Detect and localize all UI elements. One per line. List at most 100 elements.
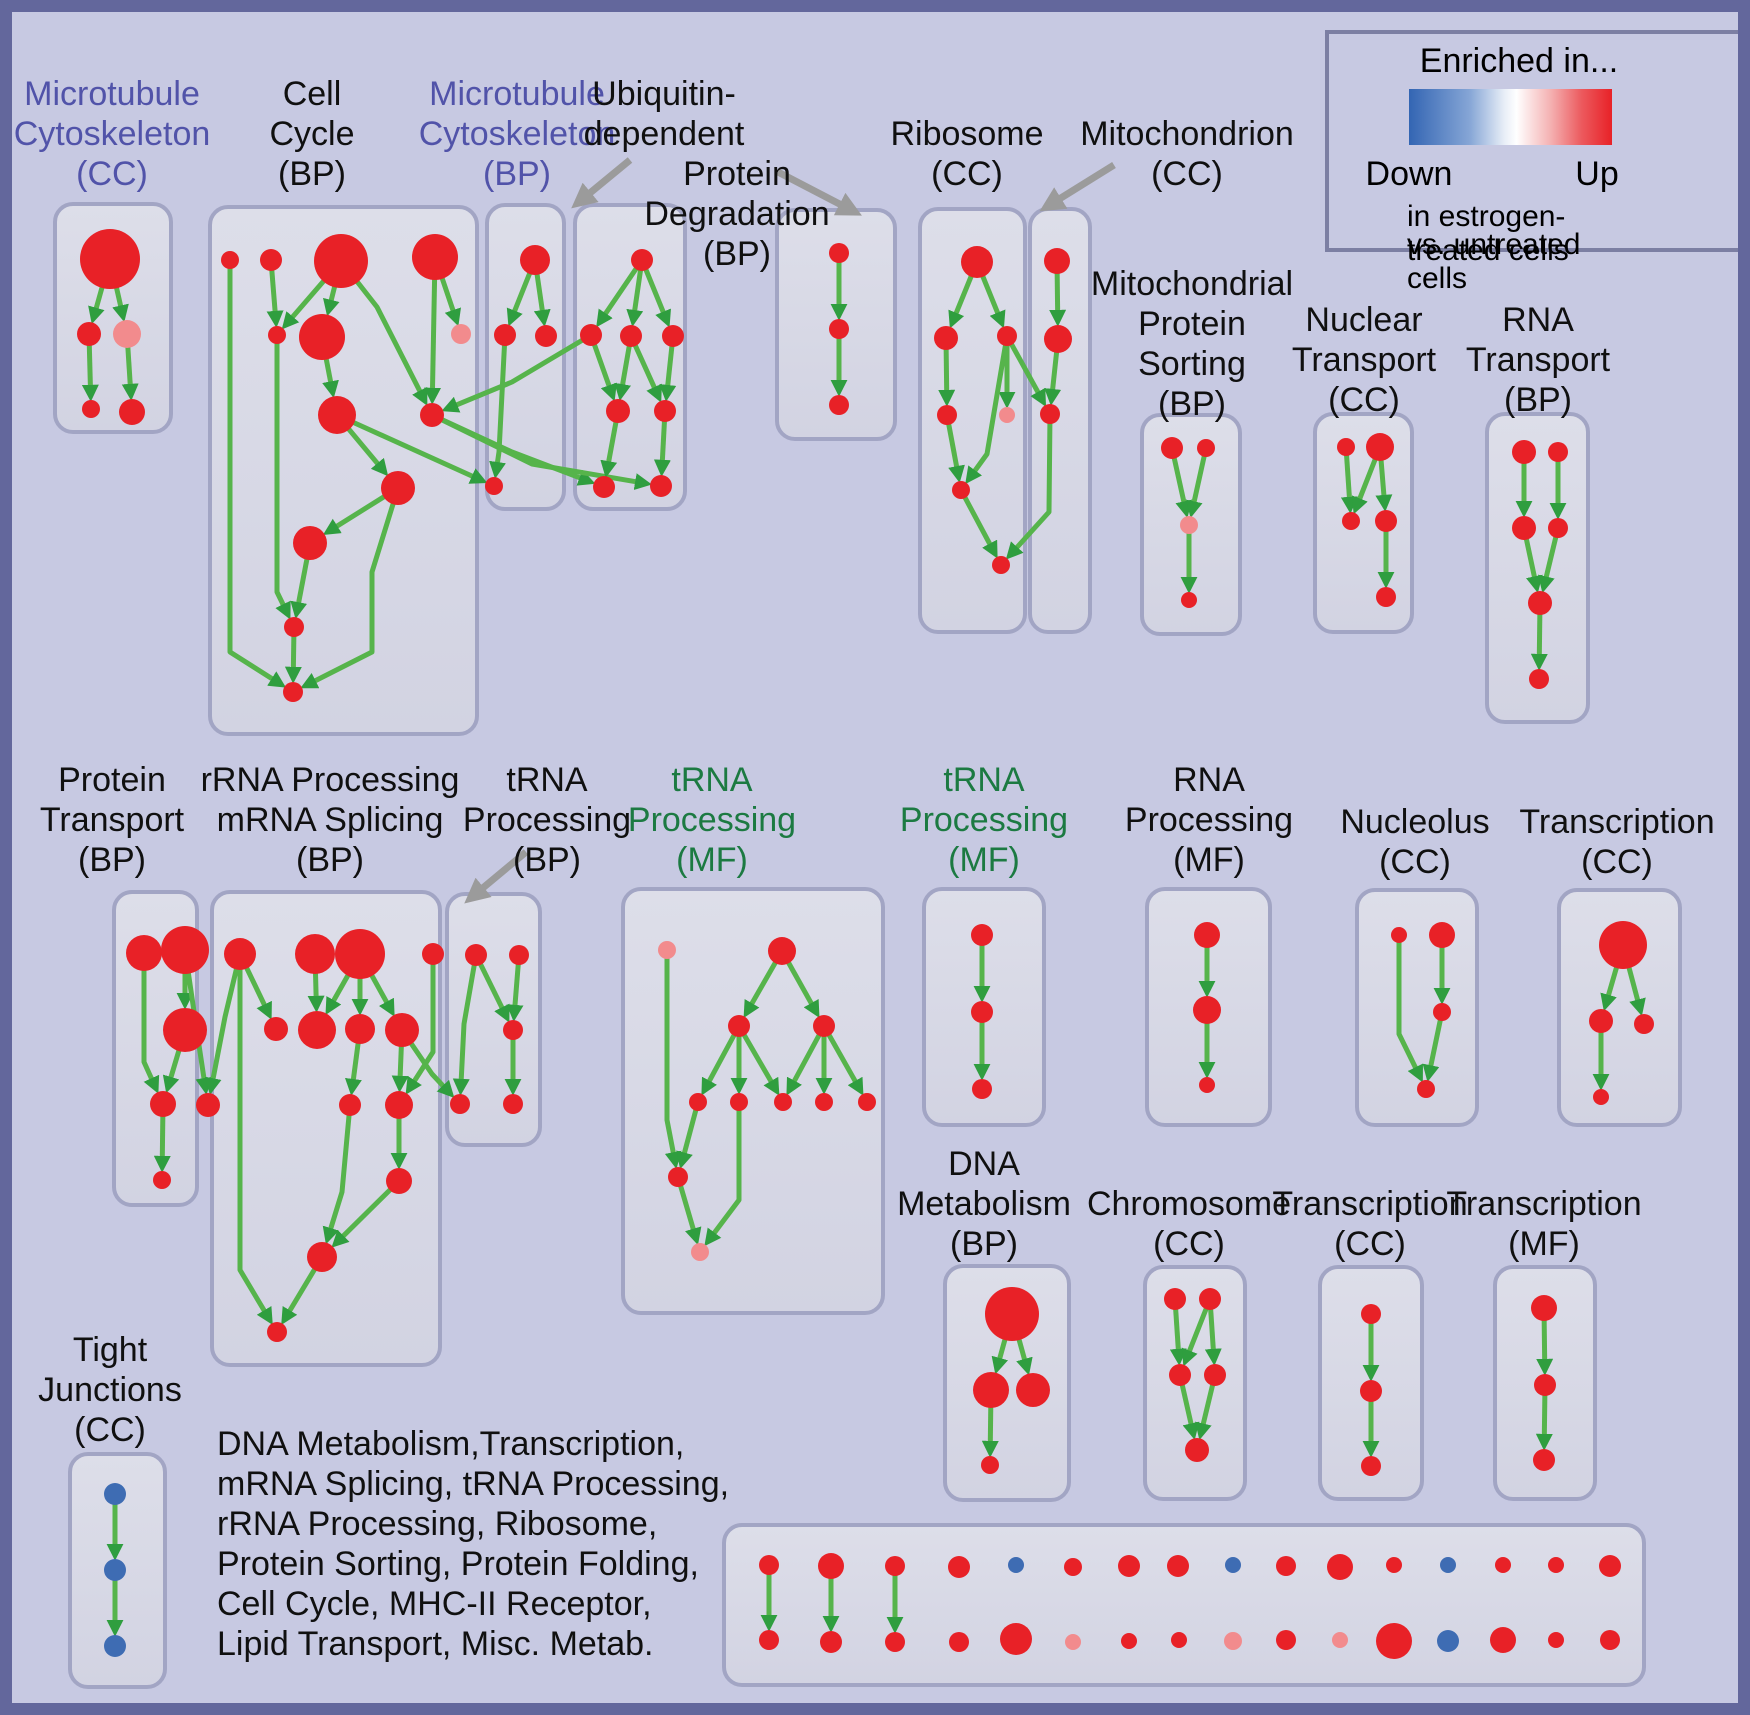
node-rna-transport-bp xyxy=(1548,518,1568,538)
node-chromosome-cc xyxy=(1185,1438,1209,1462)
node-cell-cycle-bp xyxy=(451,324,471,344)
mixed-terms-text: DNA Metabolism,Transcription, mRNA Splic… xyxy=(217,1424,729,1664)
label-line: Chromosome xyxy=(1086,1185,1292,1223)
node-mixed-terms xyxy=(1490,1627,1516,1653)
node-microtubule-cytoskeleton-bp xyxy=(494,324,516,346)
node-nuclear-transport-cc xyxy=(1342,512,1360,530)
label-nuclear-transport-cc: Nuclear Transport (CC) xyxy=(1292,300,1436,420)
label-line: Mitochondrial xyxy=(1090,265,1294,303)
node-trna-processing-mf-1 xyxy=(691,1243,709,1261)
node-transcription-cc-mid xyxy=(1634,1014,1654,1034)
node-rrna-processing-mrna-splicing-bp xyxy=(422,943,444,965)
node-transcription-cc-mid xyxy=(1593,1089,1609,1105)
node-mitochondrial-protein-sorting-bp xyxy=(1197,439,1215,457)
node-trna-processing-bp xyxy=(503,1094,523,1114)
node-ubiquitin-degradation-bp-1 xyxy=(662,325,684,347)
legend-title: Enriched in... xyxy=(1419,42,1619,80)
label-mitochondrion-cc: Mitochondrion (CC) xyxy=(1080,114,1294,194)
label-line: Protein xyxy=(58,761,166,799)
label-line: mRNA Splicing xyxy=(216,801,444,839)
node-microtubule-cytoskeleton-bp xyxy=(535,325,557,347)
node-rrna-processing-mrna-splicing-bp xyxy=(335,929,385,979)
node-rna-transport-bp xyxy=(1548,442,1568,462)
node-rna-processing-mf xyxy=(1193,996,1221,1024)
label-line: tRNA xyxy=(506,761,588,799)
label-trna-processing-mf-1: tRNA Processing (MF) xyxy=(628,760,796,880)
edge xyxy=(204,953,243,1095)
node-microtubule-cytoskeleton-cc xyxy=(77,322,101,346)
node-tight-junctions-cc xyxy=(104,1483,126,1505)
label-line: (CC) xyxy=(1328,381,1400,419)
node-protein-transport-bp xyxy=(163,1008,207,1052)
annotation-arrow xyxy=(1039,162,1116,212)
node-nucleolus-cc xyxy=(1429,922,1455,948)
mixed-terms-line: mRNA Splicing, tRNA Processing, xyxy=(217,1465,730,1503)
node-ribosome-cc xyxy=(937,405,957,425)
edge xyxy=(958,488,998,559)
label-line: (BP) xyxy=(296,841,364,879)
node-tight-junctions-cc xyxy=(104,1635,126,1657)
label-trna-processing-mf-2: tRNA Processing (MF) xyxy=(900,760,1068,880)
edge xyxy=(473,953,510,1023)
cluster-box-rna-transport-bp xyxy=(1485,412,1590,724)
node-cell-cycle-bp xyxy=(283,682,303,702)
node-mixed-terms xyxy=(1065,1634,1081,1650)
node-trna-processing-mf-1 xyxy=(730,1093,748,1111)
label-line: (CC) xyxy=(76,155,148,193)
node-dna-metabolism-bp xyxy=(1016,1373,1050,1407)
edge xyxy=(237,954,273,1325)
label-ribosome-cc: Ribosome (CC) xyxy=(890,114,1043,194)
node-mitochondrial-protein-sorting-bp xyxy=(1180,516,1198,534)
node-mixed-terms xyxy=(820,1631,842,1653)
node-nuclear-transport-cc xyxy=(1376,587,1396,607)
legend-up-label: Up xyxy=(1575,155,1619,193)
mixed-terms-line: Protein Sorting, Protein Folding, xyxy=(217,1545,699,1583)
label-line: Transport xyxy=(1465,341,1611,379)
label-line: (BP) xyxy=(1503,381,1572,419)
node-rrna-processing-mrna-splicing-bp xyxy=(386,1168,412,1194)
edge xyxy=(704,1102,742,1247)
node-ribosome-cc xyxy=(999,407,1015,423)
edge xyxy=(506,954,524,1022)
label-cell-cycle-bp: Cell Cycle (BP) xyxy=(269,74,354,194)
label-line: Degradation xyxy=(644,195,830,233)
node-mixed-terms xyxy=(1000,1623,1032,1655)
node-nucleolus-cc xyxy=(1417,1080,1435,1098)
node-mixed-terms xyxy=(1327,1554,1353,1580)
cluster-box-ubiquitin-degradation-bp-1 xyxy=(573,203,687,511)
edge xyxy=(639,259,671,328)
label-ubiquitin-dependent: Ubiquitin-dependent xyxy=(584,74,745,154)
node-mixed-terms xyxy=(1599,1555,1621,1577)
node-ubiquitin-degradation-bp-1 xyxy=(580,324,602,346)
node-chromosome-cc xyxy=(1164,1288,1186,1310)
node-mixed-terms xyxy=(1548,1557,1564,1573)
node-transcription-mf xyxy=(1531,1295,1557,1321)
label-line: Cell xyxy=(282,75,342,113)
node-rrna-processing-mrna-splicing-bp xyxy=(345,1014,375,1044)
label-rna-processing-mf: RNA Processing (MF) xyxy=(1125,760,1293,880)
edge xyxy=(274,335,291,620)
node-trna-processing-bp xyxy=(450,1094,470,1114)
node-mixed-terms xyxy=(1376,1623,1412,1659)
label-protein-transport-bp: Protein Transport (BP) xyxy=(40,760,184,880)
node-ubiquitin-degradation-bp-1 xyxy=(650,475,672,497)
edge xyxy=(821,1024,864,1096)
node-rrna-processing-mrna-splicing-bp xyxy=(307,1242,337,1272)
network-diagram xyxy=(53,157,1682,1689)
node-dna-metabolism-bp xyxy=(985,1287,1039,1341)
label-line: Protein xyxy=(1138,305,1246,343)
label-line: Processing xyxy=(899,801,1069,839)
label-tight-junctions-cc: Tight Junctions (CC) xyxy=(38,1330,182,1450)
node-trna-processing-bp xyxy=(509,945,529,965)
node-protein-transport-bp xyxy=(153,1171,171,1189)
node-chromosome-cc xyxy=(1169,1364,1191,1386)
label-line: (BP) xyxy=(482,155,551,193)
node-rrna-processing-mrna-splicing-bp xyxy=(267,1322,287,1342)
node-ubiquitin-degradation-bp-1 xyxy=(606,399,630,423)
label-line: Mitochondrion xyxy=(1080,115,1294,153)
label-line: Processing xyxy=(462,801,632,839)
mixed-terms-line: rRNA Processing, Ribosome, xyxy=(217,1505,658,1543)
edge xyxy=(596,258,645,328)
node-mitochondrion-cc xyxy=(1044,325,1072,353)
label-line: (BP) xyxy=(950,1225,1018,1263)
